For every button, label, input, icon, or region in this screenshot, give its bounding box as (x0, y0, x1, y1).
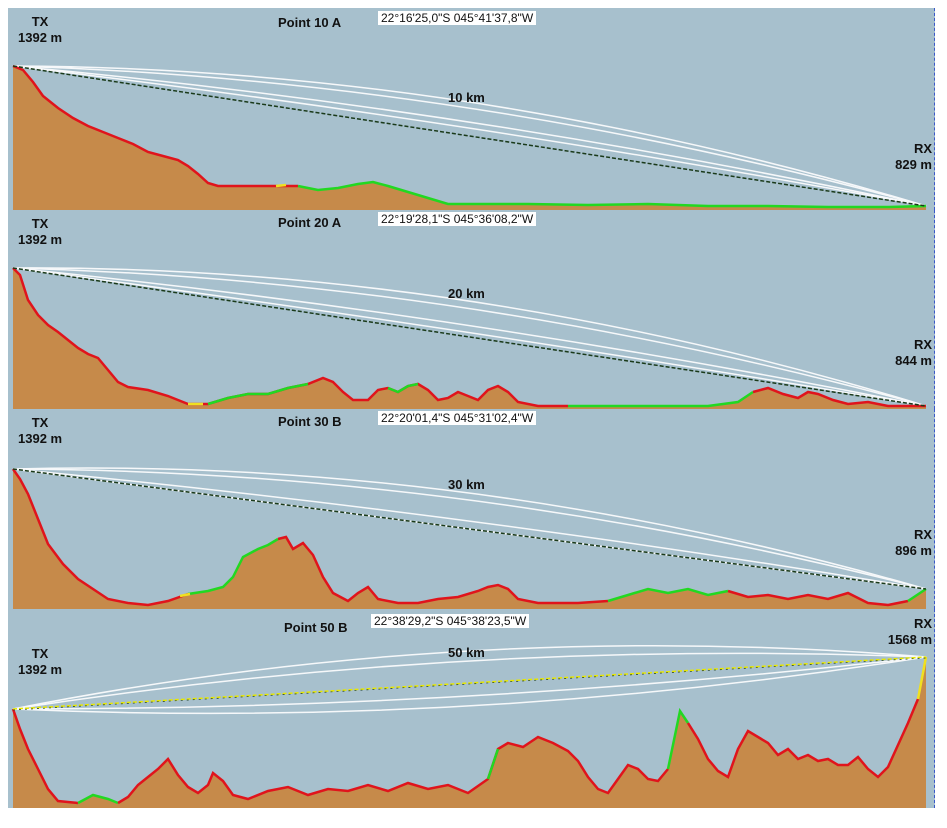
coordinates: 22°20'01,4"S 045°31'02,4"W (378, 411, 537, 425)
distance-label: 50 km (448, 645, 485, 660)
coordinates: 22°38'29,2"S 045°38'23,5"W (371, 614, 530, 628)
distance-label: 30 km (448, 477, 485, 492)
point-name: Point 20 A (278, 215, 342, 230)
line-of-sight (12, 65, 927, 207)
point-name: Point 30 B (278, 414, 342, 429)
profile-panel-50km: TX 1392 m Point 50 B 22°38'29,2"S 045°38'… (8, 609, 935, 808)
terrain-fill (13, 66, 926, 210)
terrain-fill (13, 657, 926, 808)
profile-panel-20km: TX 1392 m Point 20 A 22°19'28,1"S 045°36'… (8, 210, 935, 409)
tx-label: TX 1392 m (18, 14, 63, 45)
terrain-profile-10km (12, 64, 927, 210)
terrain-profile-30km (11, 467, 927, 609)
profile-panel-10km: TX 1392 m Point 10 A 22°16'25,0"S 045°41'… (8, 8, 935, 210)
point-name: Point 50 B (284, 620, 348, 635)
line-of-sight (12, 468, 927, 590)
coordinates: 22°16'25,0"S 045°41'37,8"W (378, 11, 537, 25)
line-of-sight (12, 656, 927, 710)
rx-label: RX 896 m (895, 527, 932, 558)
rx-label: RX 1568 m (887, 616, 932, 647)
tx-label: TX 1392 m (18, 646, 63, 677)
profile-panel-30km: TX 1392 m Point 30 B 22°20'01,4"S 045°31'… (8, 409, 935, 609)
distance-label: 10 km (448, 90, 485, 105)
coordinates: 22°19'28,1"S 045°36'08,2"W (378, 212, 537, 226)
terrain-profile-20km (12, 267, 927, 409)
terrain-outline (12, 64, 298, 188)
point-name: Point 10 A (278, 15, 342, 30)
distance-label: 20 km (448, 286, 485, 301)
terrain-fill (13, 268, 926, 409)
tx-label: TX 1392 m (18, 415, 63, 446)
rx-label: RX 829 m (895, 141, 932, 172)
terrain-fill (13, 469, 926, 609)
line-of-sight (12, 267, 927, 407)
rx-label: RX 844 m (895, 337, 932, 368)
tx-label: TX 1392 m (18, 216, 63, 247)
terrain-profile-50km (11, 644, 928, 808)
